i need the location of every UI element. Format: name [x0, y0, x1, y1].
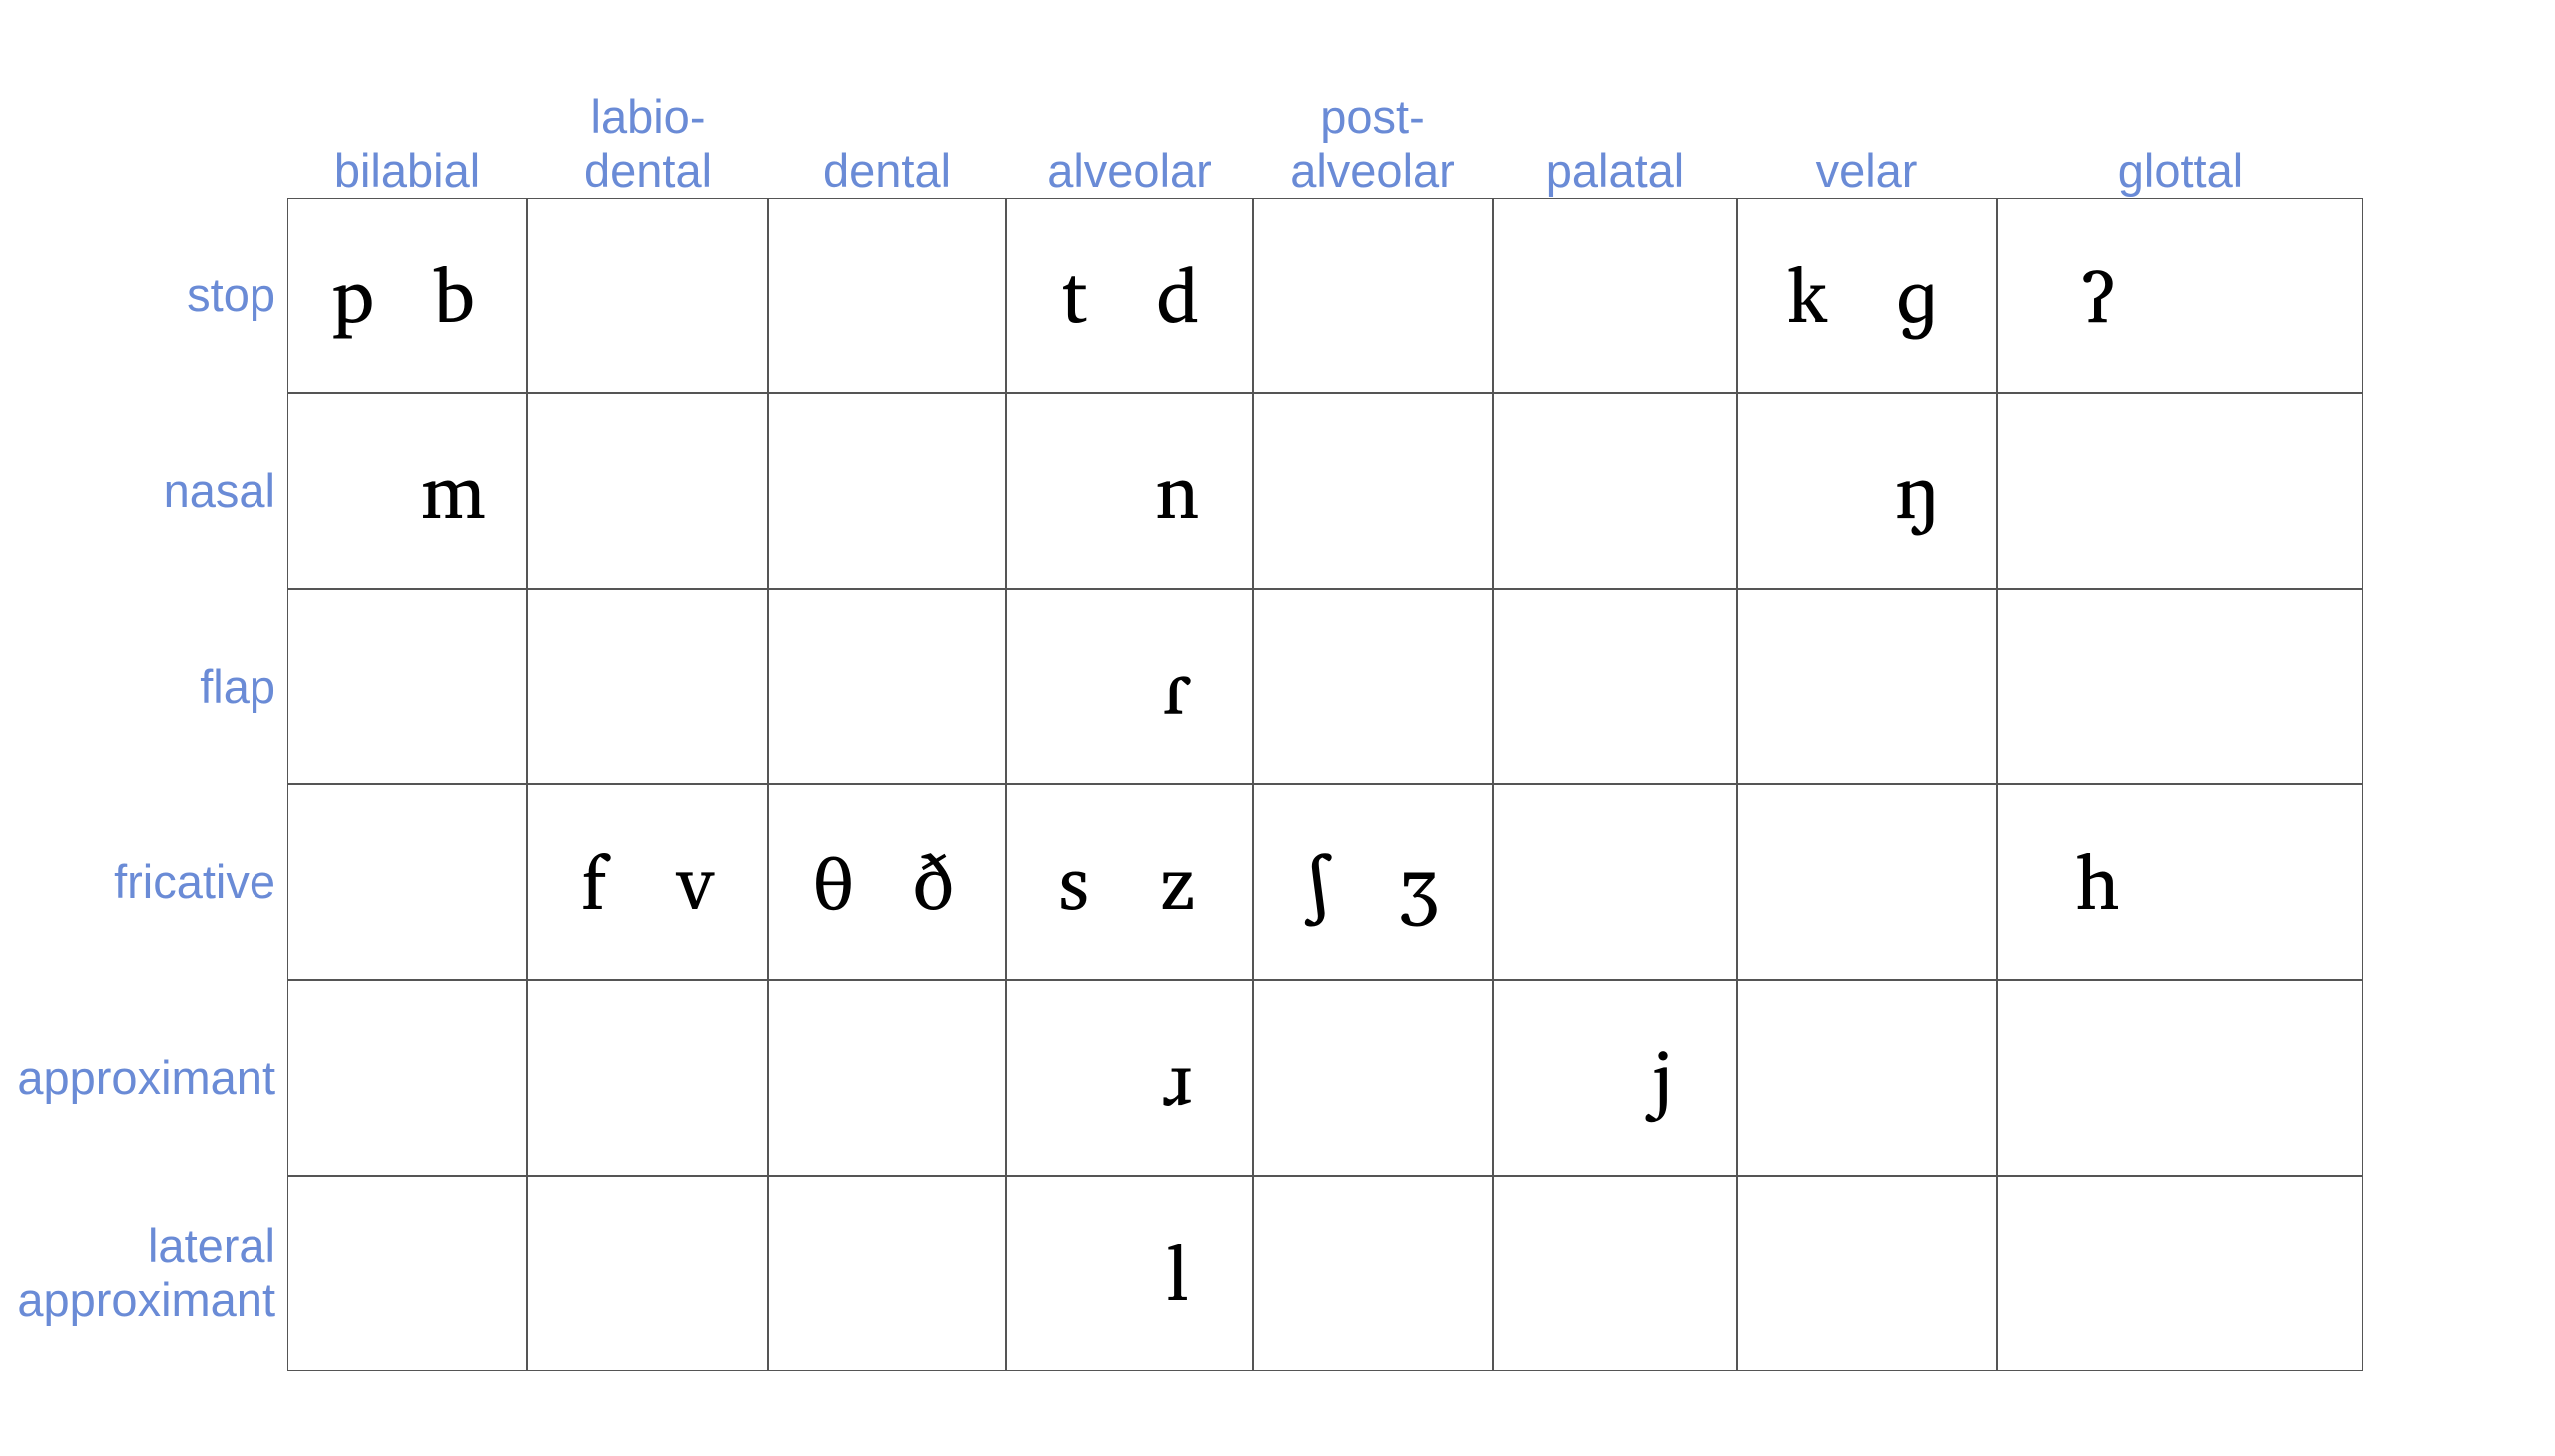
cell-lat_approx-velar — [1737, 1176, 1997, 1371]
cell-lat_approx-labiodental — [527, 1176, 768, 1371]
symbol-fricative-glottal-voiceless: h — [2034, 843, 2162, 919]
cell-flap-labiodental — [527, 589, 768, 784]
symbol-fricative-postalveolar-voiceless: ʃ — [1277, 843, 1360, 919]
cell-nasal-dental — [768, 393, 1006, 589]
symbol-fricative-dental-voiced: ð — [892, 843, 975, 919]
col-header-velar: velar — [1737, 28, 1997, 198]
cell-flap-velar — [1737, 589, 1997, 784]
cell-approximant-bilabial — [287, 980, 527, 1176]
row-label-approximant: approximant — [0, 980, 287, 1176]
symbol-stop-glottal-voiceless: ʔ — [2034, 256, 2162, 332]
symbol-approximant-palatal-voiced: j — [1620, 1039, 1705, 1115]
col-header-alveolar: alveolar — [1006, 28, 1253, 198]
row-label-lat_approx: lateral approximant — [0, 1176, 287, 1371]
cell-nasal-postalveolar — [1253, 393, 1493, 589]
col-header-palatal: palatal — [1493, 28, 1737, 198]
cell-flap-dental — [768, 589, 1006, 784]
symbol-stop-alveolar-voiceless: t — [1031, 256, 1117, 332]
cell-lat_approx-bilabial — [287, 1176, 527, 1371]
cell-stop-postalveolar — [1253, 198, 1493, 393]
cell-approximant-velar — [1737, 980, 1997, 1176]
cell-nasal-glottal — [1997, 393, 2363, 589]
col-header-glottal: glottal — [1997, 28, 2363, 198]
symbol-fricative-alveolar-voiceless: s — [1031, 843, 1117, 919]
cell-lat_approx-palatal — [1493, 1176, 1737, 1371]
cell-flap-bilabial — [287, 589, 527, 784]
cell-nasal-palatal — [1493, 393, 1737, 589]
cell-fricative-bilabial — [287, 784, 527, 980]
symbol-fricative-labiodental-voiceless: f — [551, 843, 636, 919]
col-header-postalveolar: post- alveolar — [1253, 28, 1493, 198]
cell-approximant-postalveolar — [1253, 980, 1493, 1176]
symbol-fricative-labiodental-voiced: v — [653, 843, 738, 919]
col-header-bilabial: bilabial — [287, 28, 527, 198]
ipa-consonant-chart: bilabiallabio- dentaldentalalveolarpost-… — [0, 0, 2555, 1456]
symbol-stop-velar-voiced: ɡ — [1872, 256, 1963, 332]
symbol-fricative-dental-voiceless: θ — [792, 843, 875, 919]
cell-lat_approx-postalveolar — [1253, 1176, 1493, 1371]
cell-stop-labiodental — [527, 198, 768, 393]
symbol-nasal-velar-voiced: ŋ — [1872, 452, 1963, 528]
symbol-stop-bilabial-voiced: b — [412, 256, 496, 332]
row-label-nasal: nasal — [0, 393, 287, 589]
cell-fricative-velar — [1737, 784, 1997, 980]
cell-flap-postalveolar — [1253, 589, 1493, 784]
cell-approximant-labiodental — [527, 980, 768, 1176]
symbol-stop-alveolar-voiced: d — [1134, 256, 1220, 332]
symbol-nasal-bilabial-voiced: m — [412, 452, 496, 528]
col-header-labiodental: labio- dental — [527, 28, 768, 198]
symbol-fricative-alveolar-voiced: z — [1134, 843, 1220, 919]
cell-flap-glottal — [1997, 589, 2363, 784]
symbol-lat_approx-alveolar-voiced: l — [1134, 1234, 1220, 1310]
symbol-nasal-alveolar-voiced: n — [1134, 452, 1220, 528]
row-label-stop: stop — [0, 198, 287, 393]
cell-stop-dental — [768, 198, 1006, 393]
cell-approximant-dental — [768, 980, 1006, 1176]
symbol-stop-velar-voiceless: k — [1763, 256, 1853, 332]
cell-fricative-palatal — [1493, 784, 1737, 980]
cell-approximant-glottal — [1997, 980, 2363, 1176]
cell-flap-palatal — [1493, 589, 1737, 784]
symbol-fricative-postalveolar-voiced: ʒ — [1377, 843, 1461, 919]
cell-nasal-labiodental — [527, 393, 768, 589]
cell-stop-palatal — [1493, 198, 1737, 393]
symbol-flap-alveolar-voiced: ɾ — [1134, 648, 1220, 724]
cell-lat_approx-glottal — [1997, 1176, 2363, 1371]
cell-lat_approx-dental — [768, 1176, 1006, 1371]
col-header-dental: dental — [768, 28, 1006, 198]
row-label-flap: flap — [0, 589, 287, 784]
symbol-stop-bilabial-voiceless: p — [311, 256, 395, 332]
row-label-fricative: fricative — [0, 784, 287, 980]
symbol-approximant-alveolar-voiced: ɹ — [1134, 1039, 1220, 1115]
